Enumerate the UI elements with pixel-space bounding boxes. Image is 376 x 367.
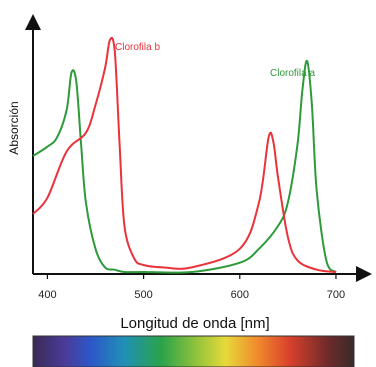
- x-tick-label: 700: [327, 289, 345, 301]
- x-tick-label: 600: [231, 289, 249, 301]
- x-tick-label: 400: [38, 289, 56, 301]
- x-tick-label: 500: [134, 289, 152, 301]
- spectrum-strip-border: [32, 335, 355, 367]
- series-label-chlorophyll-b: Clorofila b: [115, 42, 160, 53]
- series-line-chlorophyll-b: [32, 36, 337, 273]
- y-axis-title: Absorción: [7, 101, 21, 154]
- x-axis-title: Longitud de onda [nm]: [120, 315, 269, 332]
- visible-spectrum-strip: [33, 336, 354, 367]
- series-line-chlorophyll-a: [32, 59, 337, 274]
- series-label-chlorophyll-a: Clorofila a: [270, 68, 315, 79]
- series-group: [32, 36, 337, 274]
- x-tick-group: 400 500 600 700: [38, 274, 345, 301]
